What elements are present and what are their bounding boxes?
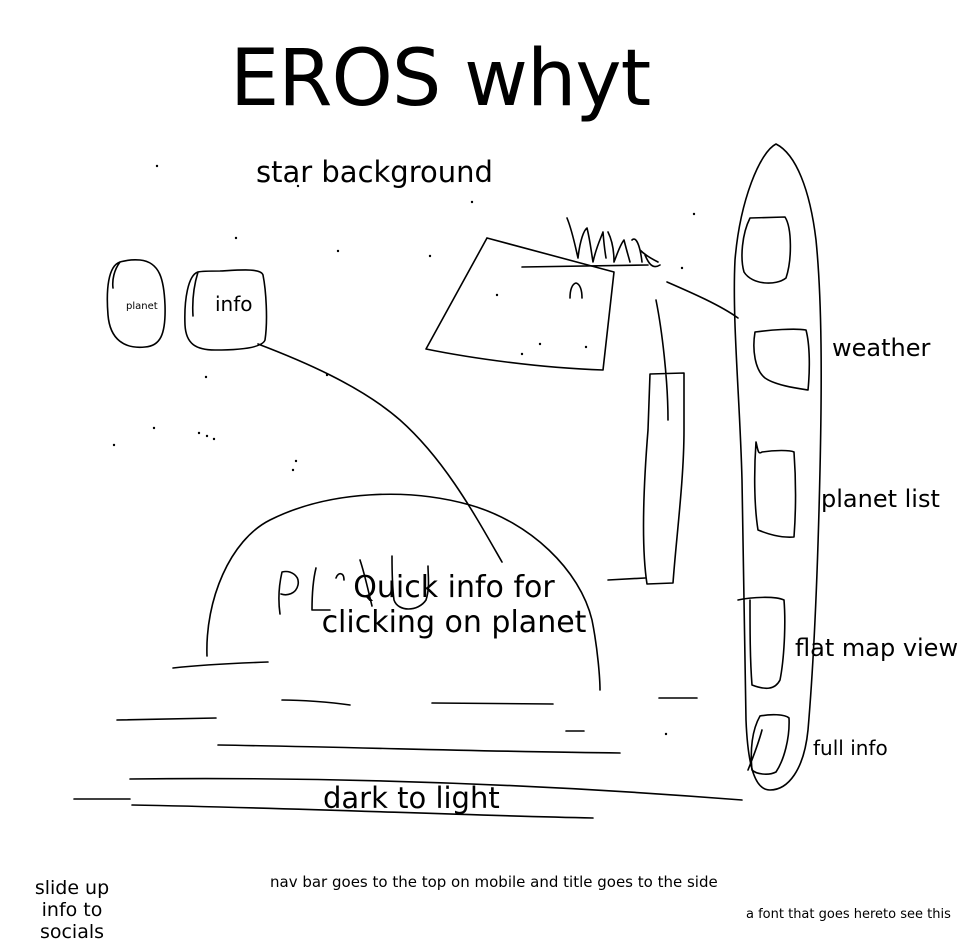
screen-rectangle — [425, 237, 615, 371]
vertical-bar-outline — [607, 299, 685, 585]
font-note: a font that goes hereto see this — [746, 907, 951, 922]
sidebar-item-planet-list-icon[interactable] — [753, 441, 797, 538]
planet-button-label[interactable]: planet — [126, 301, 158, 312]
nav-bar-note: nav bar goes to the top on mobile and ti… — [270, 873, 718, 891]
sidebar-outline — [733, 143, 822, 791]
slide-up-info-note: slide up info to socials — [34, 877, 110, 943]
star-background-note: star background — [256, 155, 493, 189]
sidebar-item-weather-icon[interactable] — [753, 328, 811, 391]
sidebar-item-flat-map-icon[interactable] — [737, 596, 786, 690]
sidebar-item-flat-map-view[interactable]: flat map view — [795, 634, 958, 662]
navbar-connector-line — [666, 281, 739, 319]
planet-dome[interactable] — [206, 493, 601, 691]
navbar-small-n — [569, 282, 583, 299]
horizon-lines — [73, 661, 743, 819]
navbar-strike — [521, 264, 649, 268]
quick-info-note: Quick info for clicking on planet — [321, 570, 587, 641]
info-button-label[interactable]: info — [215, 292, 253, 316]
star-dots — [112, 164, 696, 736]
sidebar-item-weather[interactable]: weather — [832, 334, 931, 362]
planet-handwriting — [278, 555, 430, 615]
page-title: EROS whyt — [230, 34, 651, 124]
sidebar-item-full-info-icon[interactable] — [747, 713, 790, 775]
planet-button-outline[interactable] — [106, 258, 166, 349]
sidebar-item-top-icon[interactable] — [741, 216, 792, 284]
sidebar-item-planet-list[interactable]: planet list — [821, 485, 940, 513]
info-button-outline[interactable] — [184, 269, 268, 351]
sidebar-item-full-info[interactable]: full info — [813, 736, 888, 760]
info-connector-line — [257, 343, 503, 563]
navbar-scribble — [566, 217, 661, 268]
dark-to-light-note: dark to light — [323, 781, 500, 815]
